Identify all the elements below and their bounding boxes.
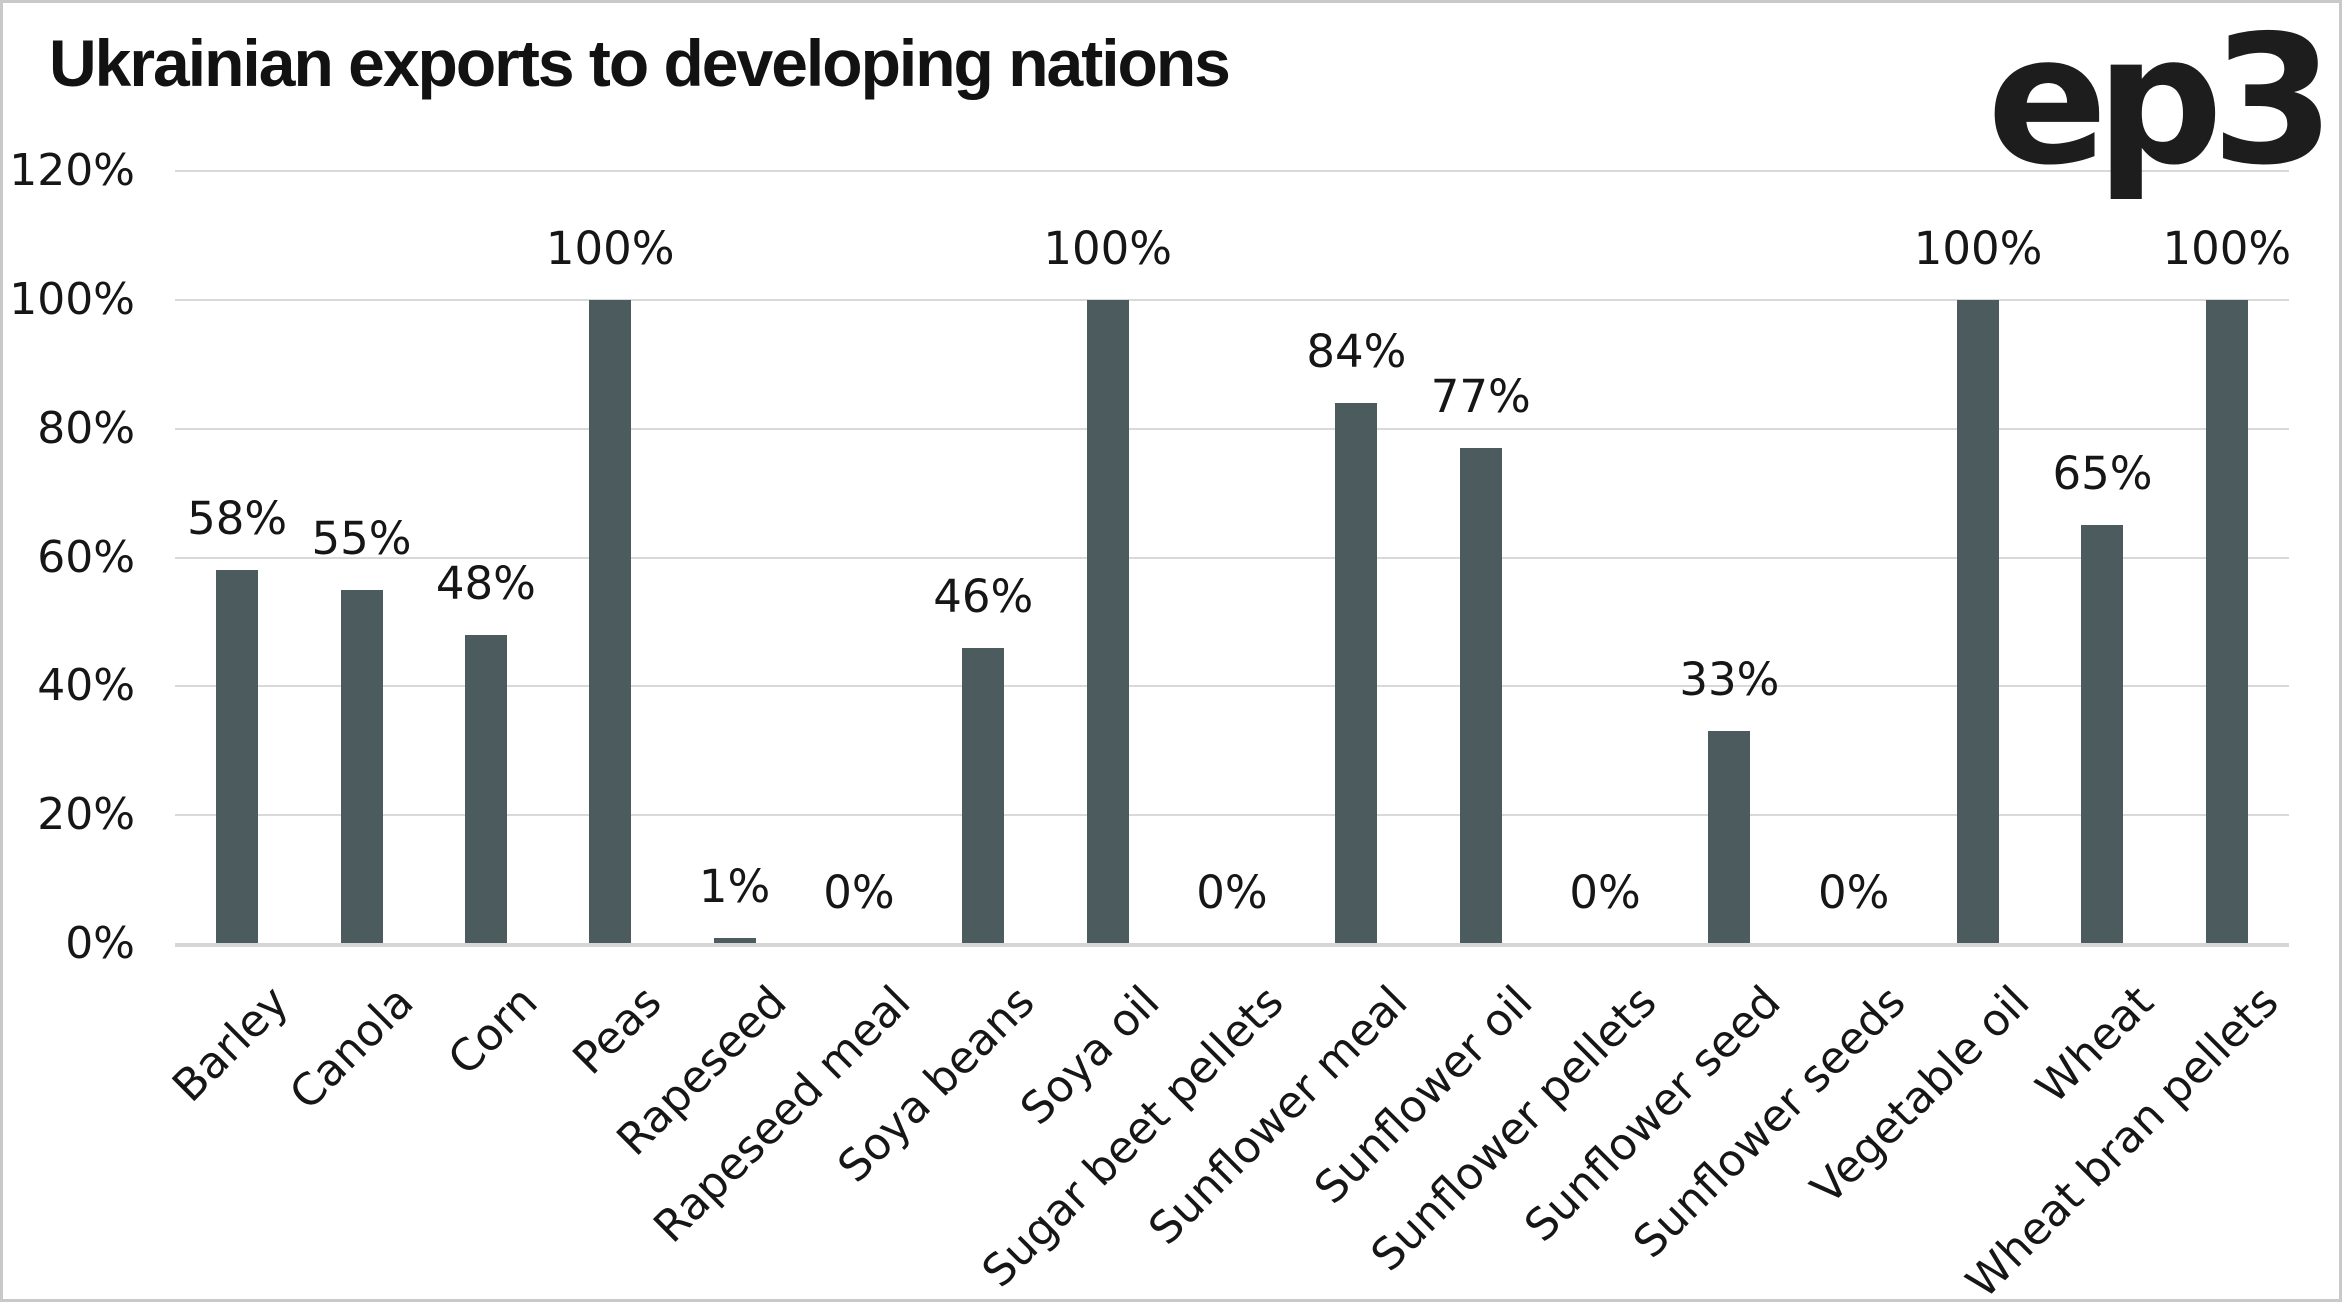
bar [464,634,507,944]
y-tick-label: 0% [65,918,135,969]
y-tick-label: 40% [37,660,135,712]
value-label: 48% [435,556,536,610]
value-label: 100% [1043,222,1172,275]
y-tick-label: 100% [9,274,135,325]
gridline [175,556,2289,559]
x-axis-line [175,942,2289,947]
bar [1335,403,1378,944]
value-label: 0% [1196,866,1268,919]
value-label: 65% [2052,447,2153,501]
y-tick-label: 120% [9,145,135,197]
bar [1459,448,1502,944]
plot-area: 0% 20% 40% 60% 80% 100% 120% 58% Barley 55% Canola… [3,3,2339,1299]
value-label: 0% [823,866,895,919]
chart-title: Ukrainian exports to developing nations [49,26,1231,100]
bar [962,647,1005,944]
ep3-logo: ep3 [1987,0,2335,204]
value-label: 46% [933,569,1034,623]
bar [2081,525,2124,944]
value-label: 77% [1430,370,1531,424]
bar [216,570,259,944]
value-label: 0% [1818,866,1890,919]
value-label: 100% [545,222,675,275]
bar [1086,300,1129,944]
value-label: 58% [187,492,288,546]
gridline [175,685,2289,688]
value-label: 33% [1679,653,1780,707]
y-tick-label: 80% [37,402,135,454]
value-label: 1% [698,859,771,913]
bar [589,300,632,944]
gridline [175,814,2289,817]
y-tick-label: 20% [37,789,135,841]
gridline [175,299,2289,301]
value-label: 100% [1913,222,2043,275]
value-label: 100% [2162,222,2292,275]
bar [1957,300,2000,944]
bar [340,589,383,944]
value-label: 0% [1569,866,1641,919]
gridline [175,427,2289,430]
value-label: 84% [1306,325,1407,379]
bar [2205,300,2248,944]
y-tick-label: 60% [37,531,135,583]
bar [1708,731,1751,944]
bar [713,937,756,944]
gridline [175,170,2289,173]
value-label: 55% [311,511,412,565]
